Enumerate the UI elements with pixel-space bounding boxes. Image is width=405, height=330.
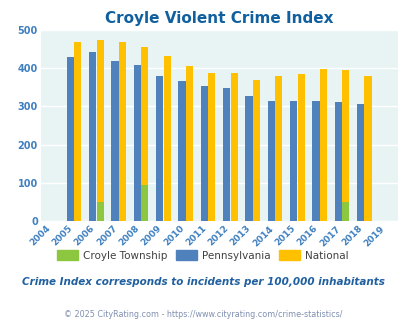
Bar [312, 101, 319, 221]
Text: © 2025 CityRating.com - https://www.cityrating.com/crime-statistics/: © 2025 CityRating.com - https://www.city… [64, 310, 341, 319]
Bar [96, 202, 103, 221]
Bar [185, 66, 192, 221]
Bar [156, 76, 163, 221]
Bar [319, 69, 326, 221]
Bar [290, 101, 296, 221]
Bar [356, 104, 363, 221]
Bar [275, 77, 281, 221]
Bar [67, 57, 74, 221]
Bar [163, 56, 170, 221]
Legend: Croyle Township, Pennsylvania, National: Croyle Township, Pennsylvania, National [53, 246, 352, 265]
Bar [134, 65, 141, 221]
Bar [223, 87, 230, 221]
Bar [96, 40, 103, 221]
Bar [200, 86, 207, 221]
Title: Croyle Violent Crime Index: Croyle Violent Crime Index [105, 11, 333, 26]
Bar [364, 76, 371, 221]
Bar [178, 81, 185, 221]
Bar [267, 101, 274, 221]
Bar [208, 73, 215, 221]
Bar [141, 47, 148, 221]
Bar [111, 61, 118, 221]
Bar [297, 75, 304, 221]
Bar [341, 70, 348, 221]
Bar [341, 202, 348, 221]
Bar [74, 42, 81, 221]
Bar [230, 73, 237, 221]
Bar [252, 80, 259, 221]
Bar [119, 42, 126, 221]
Bar [334, 102, 341, 221]
Bar [89, 52, 96, 221]
Bar [141, 185, 148, 221]
Bar [245, 96, 252, 221]
Text: Crime Index corresponds to incidents per 100,000 inhabitants: Crime Index corresponds to incidents per… [21, 278, 384, 287]
